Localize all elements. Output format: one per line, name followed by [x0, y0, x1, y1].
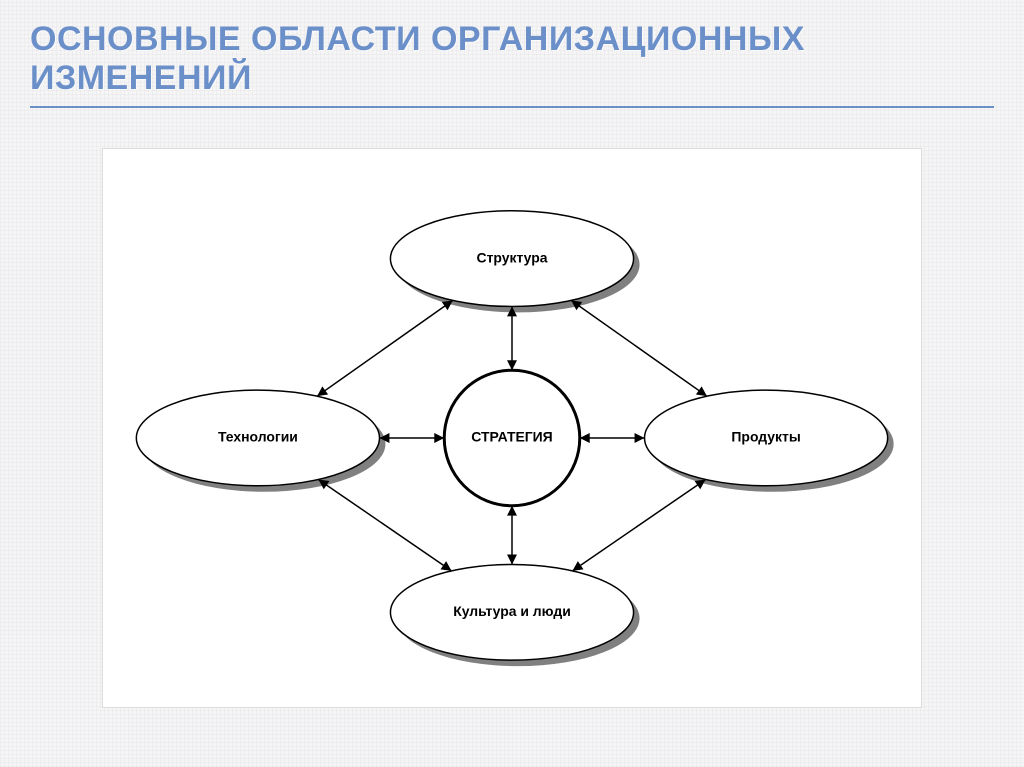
- diagram-svg: СТРАТЕГИЯ Структура Культура и люди Техноло…: [103, 149, 921, 707]
- arrow-head-icon: [695, 480, 706, 490]
- page-title: ОСНОВНЫЕ ОБЛАСТИ ОРГАНИЗАЦИОННЫХ ИЗМЕНЕН…: [0, 0, 1024, 106]
- edge-line: [571, 301, 707, 397]
- arrow-head-icon: [635, 433, 645, 443]
- edge-line: [317, 301, 453, 397]
- arrow-head-icon: [507, 555, 517, 565]
- node-label-center: СТРАТЕГИЯ: [471, 429, 552, 445]
- diagram-container: СТРАТЕГИЯ Структура Культура и люди Техноло…: [102, 148, 922, 708]
- title-underline: [30, 106, 994, 108]
- edge-line: [572, 480, 705, 571]
- arrow-head-icon: [572, 561, 583, 571]
- node-label-bottom: Культура и люди: [453, 603, 571, 619]
- arrow-head-icon: [696, 387, 707, 397]
- arrow-head-icon: [442, 301, 453, 311]
- node-label-left: Технологии: [218, 429, 298, 445]
- node-label-top: Структура: [477, 249, 548, 265]
- arrow-head-icon: [441, 561, 452, 571]
- edge-line: [318, 480, 451, 571]
- arrow-head-icon: [317, 387, 328, 397]
- node-label-right: Продукты: [731, 429, 800, 445]
